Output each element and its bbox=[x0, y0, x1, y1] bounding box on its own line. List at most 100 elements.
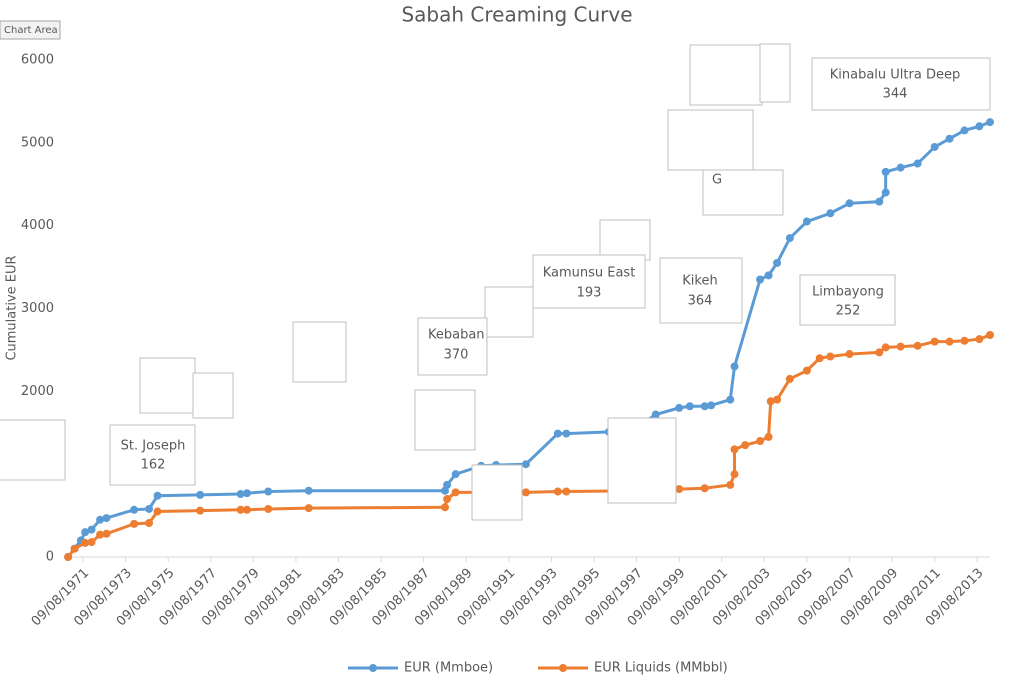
point bbox=[802, 217, 811, 226]
tooltip-box bbox=[0, 20, 61, 40]
point bbox=[96, 530, 105, 539]
point bbox=[826, 209, 835, 218]
point bbox=[764, 271, 773, 280]
callout-box bbox=[414, 389, 476, 451]
chart-title: Sabah Creaming Curve bbox=[401, 3, 632, 27]
point bbox=[785, 234, 794, 243]
annotation-value: 370 bbox=[444, 348, 469, 363]
point bbox=[986, 331, 994, 340]
callout-box bbox=[292, 321, 347, 383]
legend-marker bbox=[369, 664, 377, 672]
callout-box bbox=[139, 357, 196, 414]
point bbox=[236, 490, 245, 499]
plot-area: 010002000300040005000600009/08/197109/08… bbox=[21, 53, 994, 629]
point bbox=[700, 484, 709, 493]
point bbox=[562, 429, 571, 438]
annotation-value: 364 bbox=[688, 294, 713, 309]
callout-box bbox=[811, 57, 991, 111]
callouts bbox=[0, 43, 991, 521]
callout-box bbox=[799, 274, 896, 326]
series-line bbox=[66, 333, 991, 558]
callout-box bbox=[702, 169, 784, 216]
point bbox=[440, 503, 449, 512]
callout-box bbox=[417, 317, 488, 376]
annotation-label: Kamunsu East bbox=[543, 266, 636, 281]
callout-box bbox=[759, 43, 791, 103]
point bbox=[451, 470, 460, 479]
point bbox=[730, 445, 739, 454]
point bbox=[913, 159, 922, 168]
callout-box bbox=[689, 44, 763, 106]
point bbox=[651, 410, 660, 419]
annotation-value: 162 bbox=[141, 458, 166, 473]
y-tick-label: 3000 bbox=[21, 301, 54, 316]
point bbox=[153, 507, 162, 516]
point bbox=[875, 197, 884, 206]
point bbox=[521, 460, 530, 469]
point bbox=[802, 366, 811, 375]
y-tick-label: 4000 bbox=[21, 218, 54, 233]
callout-box bbox=[471, 464, 523, 521]
callout-box bbox=[484, 286, 534, 338]
annotation-label: St. Joseph bbox=[121, 439, 186, 454]
point bbox=[145, 519, 154, 528]
point bbox=[960, 126, 969, 135]
point bbox=[960, 336, 969, 345]
point bbox=[896, 163, 905, 172]
callout-box bbox=[667, 109, 754, 171]
y-tick-label: 5000 bbox=[21, 135, 54, 150]
point bbox=[451, 488, 460, 497]
point bbox=[881, 343, 890, 352]
point bbox=[785, 374, 794, 383]
tooltip: Chart Area bbox=[4, 25, 58, 36]
point bbox=[562, 487, 571, 496]
y-tick-label: 0 bbox=[46, 550, 54, 565]
point bbox=[945, 134, 954, 143]
point bbox=[913, 341, 922, 350]
callout-box bbox=[659, 257, 743, 324]
point bbox=[764, 432, 773, 441]
point bbox=[700, 402, 709, 411]
point bbox=[685, 402, 694, 411]
point bbox=[145, 504, 154, 513]
legend-marker bbox=[559, 664, 567, 672]
point bbox=[730, 470, 739, 479]
point bbox=[196, 490, 205, 499]
point bbox=[264, 504, 273, 513]
annotation-value: 252 bbox=[836, 304, 861, 319]
point bbox=[773, 258, 782, 267]
point bbox=[242, 505, 251, 514]
point bbox=[264, 487, 273, 496]
point bbox=[930, 142, 939, 151]
point bbox=[845, 350, 854, 359]
point bbox=[102, 529, 111, 538]
point bbox=[881, 188, 890, 197]
point bbox=[756, 275, 765, 284]
point bbox=[845, 199, 854, 208]
legend-label: EUR (Mmboe) bbox=[404, 661, 493, 676]
callout-box bbox=[192, 372, 234, 419]
y-axis-label: Cumulative EUR bbox=[5, 255, 20, 360]
point bbox=[726, 480, 735, 489]
point bbox=[730, 362, 739, 371]
point bbox=[675, 403, 684, 412]
point bbox=[196, 506, 205, 515]
callout-box bbox=[607, 417, 677, 504]
point bbox=[726, 395, 735, 404]
point bbox=[553, 487, 562, 496]
point bbox=[130, 505, 139, 514]
legend-label: EUR Liquids (MMbbl) bbox=[594, 661, 728, 676]
point bbox=[815, 354, 824, 363]
point bbox=[975, 122, 984, 131]
point bbox=[130, 519, 139, 528]
annotation-label: Limbayong bbox=[812, 285, 884, 300]
point bbox=[87, 525, 96, 534]
point bbox=[87, 538, 96, 547]
point bbox=[304, 486, 313, 495]
point bbox=[945, 337, 954, 346]
callout-box bbox=[109, 424, 196, 486]
point bbox=[756, 437, 765, 446]
point bbox=[521, 488, 530, 497]
callout-box bbox=[0, 419, 66, 481]
